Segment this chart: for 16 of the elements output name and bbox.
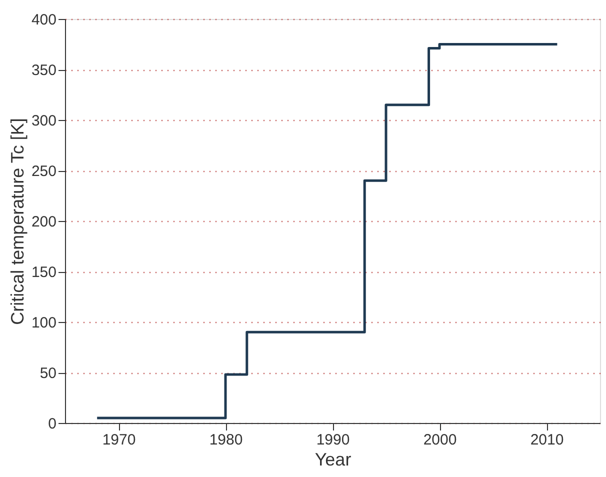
y-tick-label: 150 (31, 264, 56, 281)
x-tick-label: 2010 (530, 432, 564, 448)
y-tick-label: 250 (31, 163, 56, 180)
x-tick-label: 1980 (209, 432, 243, 448)
y-tick-label: 300 (31, 112, 56, 130)
y-tick-label: 400 (31, 12, 56, 28)
y-tick-label: 0 (48, 416, 56, 432)
y-tick-label: 200 (31, 214, 56, 230)
x-tick-label: 1990 (316, 432, 350, 448)
x-tick-label: 2000 (423, 432, 457, 448)
y-tick-label: 350 (31, 62, 56, 79)
y-tick-label: 50 (40, 365, 56, 382)
x-tick-label: 1970 (102, 432, 136, 448)
x-axis-title: Year (314, 450, 352, 470)
y-axis-title: Critical temperature Tc [K] (7, 118, 28, 325)
y-tick-label: 100 (31, 314, 56, 332)
